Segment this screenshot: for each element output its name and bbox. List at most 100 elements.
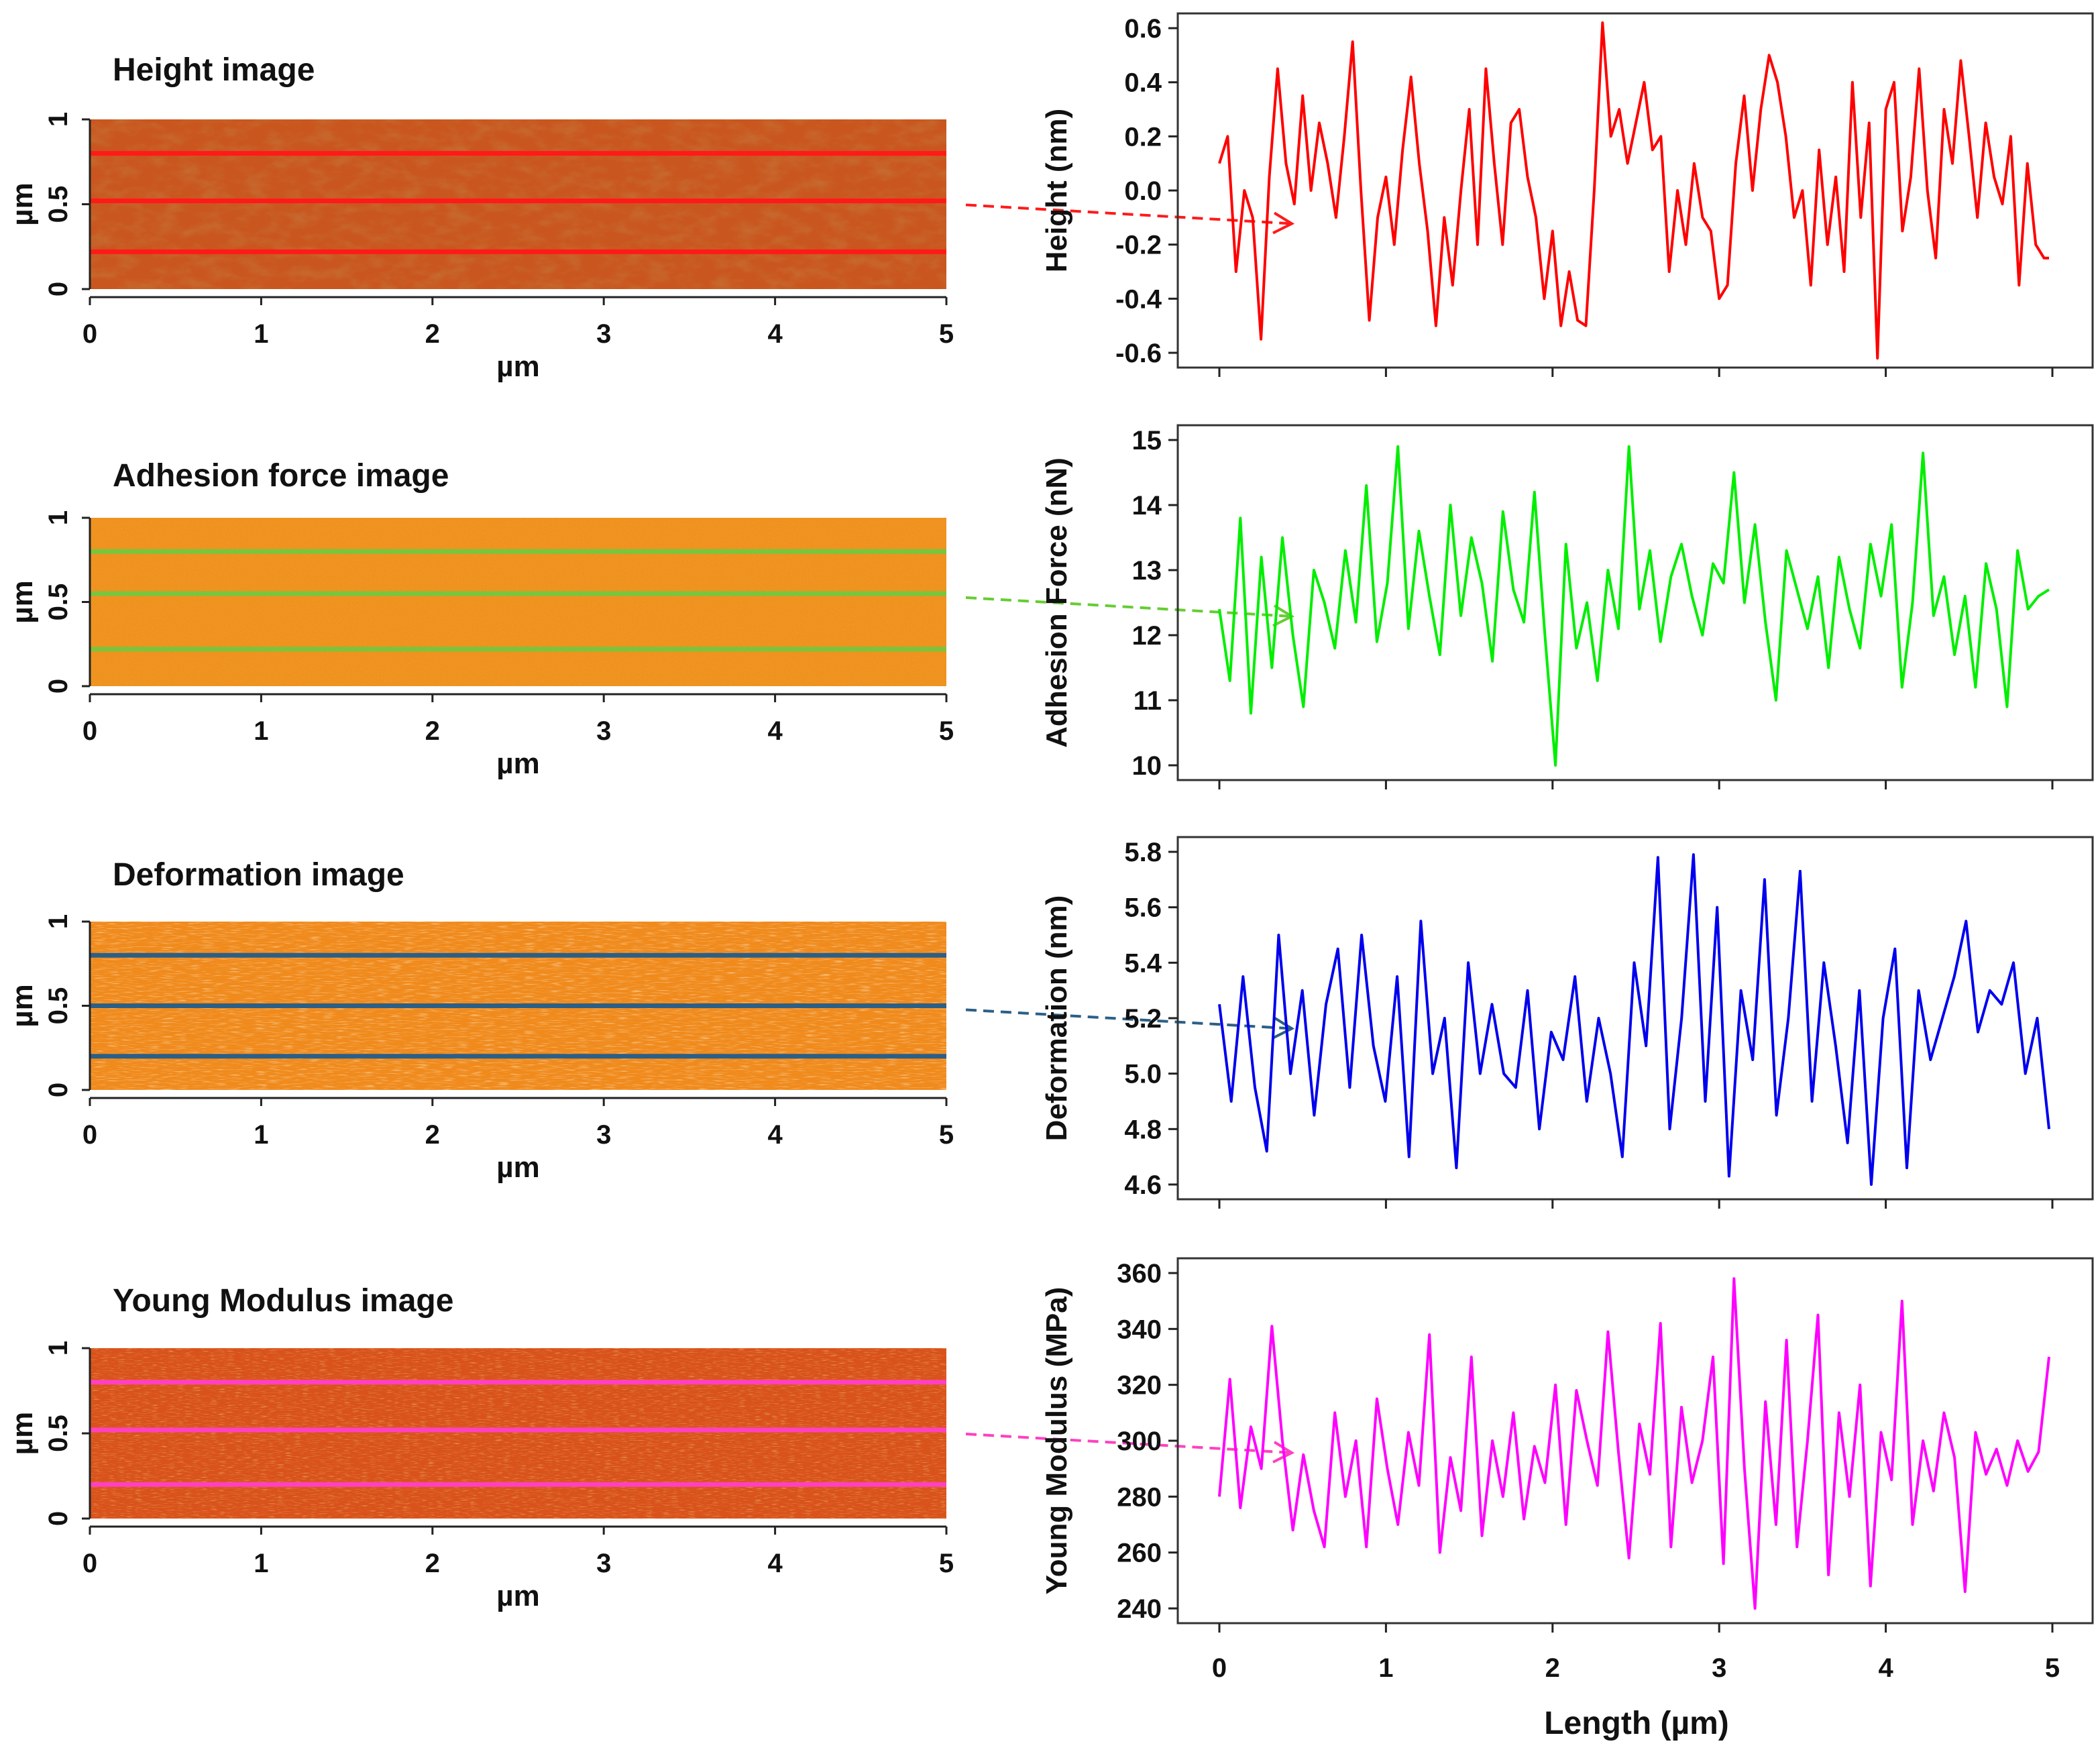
height-arrow-head (1272, 211, 1295, 235)
deformation-afm-x-tick-label: 4 (767, 1120, 783, 1150)
height-afm-y-label: µm (6, 182, 39, 225)
adhesion-profile-y-label: Adhesion Force (nN) (1040, 457, 1073, 748)
height-afm-y-tick-label: 0.5 (44, 186, 73, 223)
young-profile-frame (1176, 1257, 2094, 1625)
young-profile-y-tick-label: 280 (1117, 1482, 1162, 1512)
young-afm-x-label: µm (496, 1580, 539, 1612)
adhesion-afm-x-tick-label: 4 (767, 716, 783, 746)
height-afm-x-tick-label: 3 (596, 319, 611, 349)
young-profile-y-tick-label: 240 (1117, 1594, 1162, 1624)
young-afm-y-tick-label: 1 (44, 1341, 73, 1356)
young-image-title: Young Modulus image (113, 1283, 453, 1319)
young-afm-x-tick-label: 3 (596, 1549, 611, 1578)
young-afm-x-tick-label: 1 (254, 1549, 268, 1578)
young-profile-y-tick-label: 340 (1117, 1315, 1162, 1344)
height-afm-x-tick-label: 0 (82, 319, 97, 349)
young-afm-x-tick-label: 5 (939, 1549, 954, 1578)
adhesion-profile-y-tick-label: 11 (1134, 686, 1162, 716)
young-afm-y-tick-label: 0.5 (44, 1415, 73, 1452)
deformation-afm-x-label: µm (496, 1151, 539, 1184)
young-afm-texture (90, 1348, 946, 1519)
deformation-afm-x-tick-label: 0 (82, 1120, 97, 1150)
height-profile-frame (1176, 12, 2094, 369)
adhesion-afm-x-tick-label: 0 (82, 716, 97, 746)
height-afm-x-tick-label: 5 (939, 319, 954, 349)
height-afm-x-tick-label: 2 (425, 319, 440, 349)
height-profile-y-label: Height (nm) (1040, 109, 1073, 272)
adhesion-image-title: Adhesion force image (113, 458, 449, 494)
young-profile-y-tick-label: 320 (1117, 1371, 1162, 1400)
height-profile-y-tick-label: -0.2 (1115, 231, 1162, 260)
young-afm-y-tick-label: 0 (44, 1511, 73, 1526)
height-profile-y-tick-label: 0.4 (1124, 68, 1162, 98)
height-profile-y-tick-label: 0.2 (1124, 122, 1162, 152)
young-afm-y-label: µm (6, 1412, 39, 1455)
adhesion-afm-x-tick-label: 5 (939, 716, 954, 746)
adhesion-profile-y-tick-label: 10 (1132, 751, 1162, 781)
adhesion-afm-x-tick-label: 1 (254, 716, 268, 746)
deformation-profile-y-label: Deformation (nm) (1040, 895, 1073, 1142)
height-afm-texture (90, 119, 946, 289)
height-profile-y-tick-label: -0.4 (1115, 284, 1162, 314)
adhesion-profile-y-tick-label: 15 (1132, 426, 1162, 455)
adhesion-afm-y-tick-label: 1 (44, 510, 73, 525)
height-profile-series (1218, 21, 2049, 360)
deformation-profile-y-tick-label: 5.0 (1124, 1060, 1162, 1089)
deformation-profile-y-tick-label: 5.4 (1124, 948, 1162, 978)
adhesion-profile-y-tick-label: 14 (1132, 491, 1162, 520)
adhesion-afm-x-label: µm (496, 747, 539, 780)
young-arrow-head (1272, 1441, 1295, 1464)
adhesion-afm-texture (90, 518, 946, 686)
young-profile-x-tick-label: 1 (1378, 1653, 1393, 1683)
young-profile-y-label: Young Modulus (MPa) (1040, 1287, 1073, 1595)
deformation-afm-x-tick-label: 2 (425, 1120, 440, 1150)
deformation-profile-frame (1176, 836, 2094, 1201)
height-afm-x-label: µm (496, 350, 539, 383)
adhesion-arrow (965, 596, 1292, 618)
adhesion-profile-y-tick-label: 13 (1132, 556, 1162, 586)
young-profile-x-tick-label: 2 (1545, 1653, 1560, 1683)
height-profile-y-tick-label: 0.6 (1124, 14, 1162, 44)
adhesion-profile-frame (1176, 424, 2094, 781)
young-profile-x-tick-label: 4 (1878, 1653, 1893, 1683)
height-afm-x-tick-label: 1 (254, 319, 268, 349)
young-profile-x-tick-label: 3 (1712, 1653, 1726, 1683)
adhesion-profile-y-tick-label: 12 (1132, 621, 1162, 651)
height-image-title: Height image (113, 52, 315, 88)
height-afm-y-tick-label: 1 (44, 112, 73, 127)
deformation-profile-y-tick-label: 5.8 (1124, 838, 1162, 867)
height-profile-y-tick-label: -0.6 (1115, 339, 1162, 368)
deformation-profile-series (1218, 853, 2050, 1186)
adhesion-afm-x-tick-label: 3 (596, 716, 611, 746)
height-afm-x-tick-label: 4 (767, 319, 783, 349)
panel-deformation: Deformation image 0 1 2 3 4 5 0 0.5 1 µm µm 4.6 4.8 5.… (6, 836, 2094, 1209)
adhesion-afm-y-label: µm (6, 580, 39, 623)
height-arrow (965, 203, 1292, 225)
deformation-afm-y-tick-label: 0 (44, 1083, 73, 1097)
deformation-profile-y-tick-label: 5.2 (1124, 1004, 1162, 1034)
adhesion-profile-series (1218, 445, 2050, 767)
young-afm-x-tick-label: 4 (767, 1549, 783, 1578)
young-afm-x-tick-label: 2 (425, 1549, 440, 1578)
profile-x-axis-label: Length (µm) (1544, 1706, 1729, 1741)
young-profile-x-tick-label: 5 (2045, 1653, 2060, 1683)
deformation-afm-x-tick-label: 3 (596, 1120, 611, 1150)
adhesion-afm-y-tick-label: 0.5 (44, 584, 73, 621)
deformation-profile-y-tick-label: 4.8 (1124, 1115, 1162, 1144)
height-profile-y-tick-label: 0.0 (1124, 176, 1162, 206)
deformation-afm-x-tick-label: 5 (939, 1120, 954, 1150)
deformation-profile-y-tick-label: 4.6 (1124, 1170, 1162, 1200)
deformation-profile-y-tick-label: 5.6 (1124, 893, 1162, 923)
young-arrow (965, 1432, 1292, 1454)
deformation-afm-y-label: µm (6, 984, 39, 1027)
young-profile-x-tick-label: 0 (1212, 1653, 1227, 1683)
young-profile-series (1218, 1277, 2050, 1610)
deformation-afm-x-tick-label: 1 (254, 1120, 268, 1150)
adhesion-afm-x-tick-label: 2 (425, 716, 440, 746)
young-profile-y-tick-label: 360 (1117, 1259, 1162, 1288)
deformation-afm-y-tick-label: 1 (44, 914, 73, 929)
deformation-afm-y-tick-label: 0.5 (44, 987, 73, 1025)
